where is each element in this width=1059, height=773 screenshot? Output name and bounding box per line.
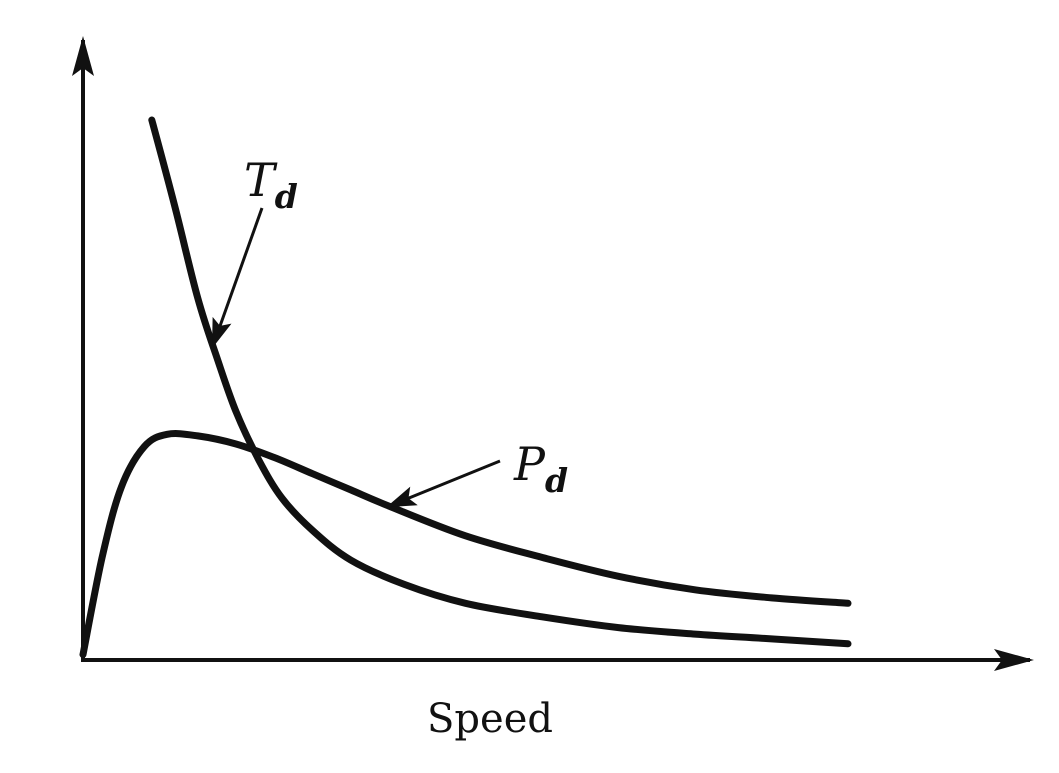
annotation-arrow-pd xyxy=(386,459,501,508)
series-line-pd xyxy=(79,430,852,659)
series-label-pd: Pd xyxy=(513,437,568,500)
annotation-layer: Td Pd xyxy=(211,153,568,508)
series-line-td xyxy=(148,116,852,648)
annotation-arrow-td xyxy=(211,207,264,349)
series-label-td: Td xyxy=(244,153,298,216)
x-axis-label: Speed xyxy=(427,696,553,742)
series-layer xyxy=(79,116,852,659)
